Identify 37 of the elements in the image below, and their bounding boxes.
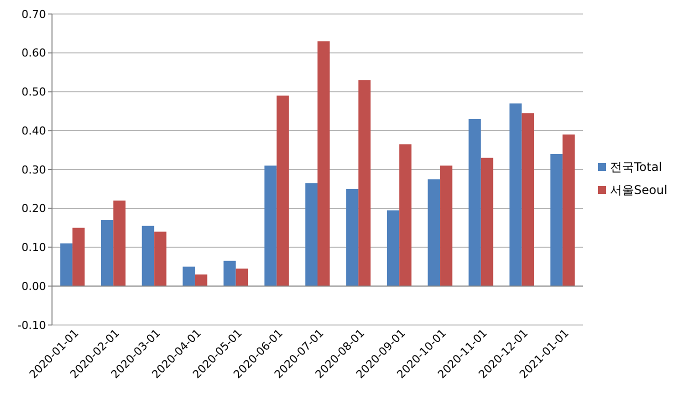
y-tick-label: 0.40 [22, 124, 46, 138]
bar [60, 243, 72, 286]
bar [318, 41, 330, 286]
bar [224, 260, 236, 286]
y-tick-label: 0.10 [22, 241, 46, 254]
bar [480, 158, 494, 286]
bar [428, 179, 440, 286]
bar [276, 96, 289, 286]
y-tick-label: 0.60 [22, 46, 46, 60]
legend-label: 전국Total [610, 160, 662, 174]
bar [113, 200, 126, 286]
y-tick-label: 0.30 [22, 163, 46, 176]
bar [182, 266, 195, 286]
y-tick-label: 0.20 [22, 202, 46, 216]
bar [399, 144, 412, 286]
bar [142, 226, 154, 286]
y-tick-label: 0.70 [22, 8, 46, 21]
legend-label: 서울Seoul [610, 183, 668, 198]
bar [550, 154, 563, 286]
bar [305, 183, 318, 286]
bar [509, 103, 522, 286]
bar [468, 118, 481, 286]
bar [440, 166, 452, 286]
bar [386, 210, 400, 286]
y-tick-label: -0.10 [18, 318, 46, 332]
y-tick-label: 0.00 [22, 280, 46, 293]
bar [346, 188, 358, 286]
bar [264, 166, 277, 286]
bar [194, 274, 208, 286]
bar [101, 220, 114, 286]
bar [522, 113, 534, 286]
y-tick-label: 0.50 [22, 86, 46, 99]
bar [154, 232, 166, 286]
bar [236, 268, 248, 286]
bar [72, 228, 85, 286]
bar [358, 80, 371, 286]
bar [562, 134, 575, 286]
